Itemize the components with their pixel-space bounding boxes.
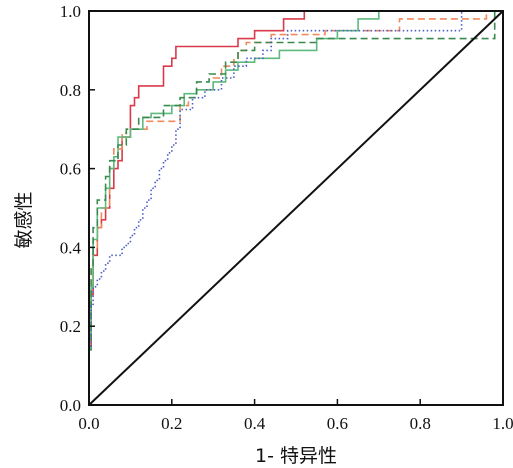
series-line-3 bbox=[88, 10, 503, 405]
y-tick-label: 0.4 bbox=[60, 238, 82, 257]
x-axis-title: 1- 特异性 bbox=[255, 445, 337, 467]
x-tick-label: 0.6 bbox=[327, 414, 348, 433]
x-tick-label: 0.2 bbox=[161, 414, 182, 433]
series-line-6 bbox=[88, 10, 504, 406]
y-tick-label: 0.2 bbox=[60, 317, 81, 336]
series-line-2 bbox=[88, 10, 503, 405]
y-tick-label: 0.0 bbox=[60, 396, 81, 415]
x-tick-label: 0.4 bbox=[244, 414, 266, 433]
series-line-4 bbox=[88, 10, 503, 405]
y-tick-label: 0.6 bbox=[60, 160, 81, 179]
x-tick-label: 0.8 bbox=[410, 414, 431, 433]
series-line-5 bbox=[88, 10, 503, 405]
series-layer bbox=[88, 10, 504, 406]
y-tick-label: 1.0 bbox=[60, 2, 81, 21]
plot-frame bbox=[88, 10, 504, 406]
tick-layer: 0.0 0.2 0.4 0.6 0.8 1.0 0.0 0.2 0.4 0.6 0.8 1.0 bbox=[60, 2, 513, 433]
y-tick-label: 0.8 bbox=[60, 81, 81, 100]
y-axis-title: 敏感性 bbox=[13, 191, 35, 248]
x-tick-label: 1.0 bbox=[492, 414, 513, 433]
x-tick-label: 0.0 bbox=[78, 414, 99, 433]
